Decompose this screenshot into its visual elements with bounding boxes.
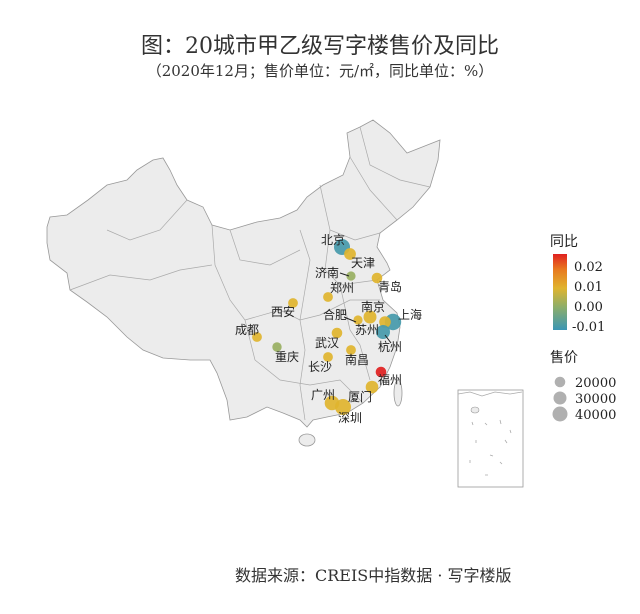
color-legend-title: 同比 (550, 234, 578, 250)
color-tick-label: 0.01 (574, 280, 603, 295)
city-label: 西安 (271, 304, 295, 319)
city-label: 南昌 (345, 352, 369, 367)
city-label: 福州 (378, 372, 402, 387)
city-point (346, 271, 356, 281)
city-point (288, 298, 298, 308)
city-label: 厦门 (348, 389, 372, 404)
label-leader-line (343, 316, 357, 323)
city-point (252, 332, 262, 342)
taiwan-island (393, 379, 403, 407)
city-label: 南京 (361, 299, 385, 314)
city-point (331, 327, 343, 339)
south-china-sea-inset (457, 389, 524, 488)
city-label: 青岛 (378, 279, 402, 294)
city-label: 杭州 (378, 339, 402, 354)
city-label: 深圳 (338, 411, 362, 425)
size-legend-circle (552, 406, 568, 422)
color-gradient-bar (553, 254, 567, 330)
size-legend-label: 40000 (575, 408, 616, 423)
city-points (252, 239, 402, 415)
city-label: 北京 (321, 233, 345, 247)
city-point (371, 272, 383, 284)
chart-title: 图：20城市甲乙级写字楼售价及同比 (141, 34, 499, 59)
city-point (375, 366, 387, 378)
data-source: 数据来源：CREIS中指数据 · 写字楼版 (235, 566, 512, 585)
label-leader-line (384, 334, 392, 344)
city-point (344, 248, 356, 260)
size-legend-label: 30000 (575, 392, 616, 407)
city-point (379, 316, 391, 328)
size-legend-circle (553, 391, 567, 405)
city-label: 成都 (235, 323, 259, 337)
city-point (365, 380, 379, 394)
city-label: 长沙 (308, 360, 332, 374)
province-borders (69, 126, 431, 421)
city-label: 济南 (315, 265, 339, 280)
hainan-island (298, 433, 316, 447)
color-tick-label: 0.02 (574, 260, 603, 275)
size-legend-label: 20000 (575, 376, 616, 391)
city-point (272, 342, 282, 352)
size-legend-circle (554, 376, 566, 388)
city-label: 重庆 (275, 350, 299, 364)
size-legend: 售价 20000 30000 40000 (550, 350, 616, 423)
city-label: 武汉 (315, 336, 339, 350)
color-legend: 同比 0.02 0.01 0.00 -0.01 (550, 234, 605, 335)
city-point (363, 310, 377, 324)
label-leader-line (339, 272, 350, 277)
chart-subtitle: （2020年12月；售价单位：元/㎡，同比单位：%） (146, 62, 494, 80)
color-tick-label: 0.00 (574, 300, 603, 315)
city-label: 合肥 (323, 307, 347, 322)
color-tick-label: -0.01 (572, 320, 605, 335)
city-point (323, 352, 333, 362)
city-point (323, 292, 333, 302)
city-point (376, 325, 390, 339)
city-label: 苏州 (355, 323, 379, 337)
city-label: 郑州 (330, 280, 354, 295)
city-label: 天津 (351, 256, 375, 270)
city-label: 广州 (311, 388, 335, 402)
city-point (335, 399, 351, 415)
city-point (346, 345, 356, 355)
size-legend-title: 售价 (550, 350, 578, 366)
city-label: 上海 (398, 307, 422, 322)
